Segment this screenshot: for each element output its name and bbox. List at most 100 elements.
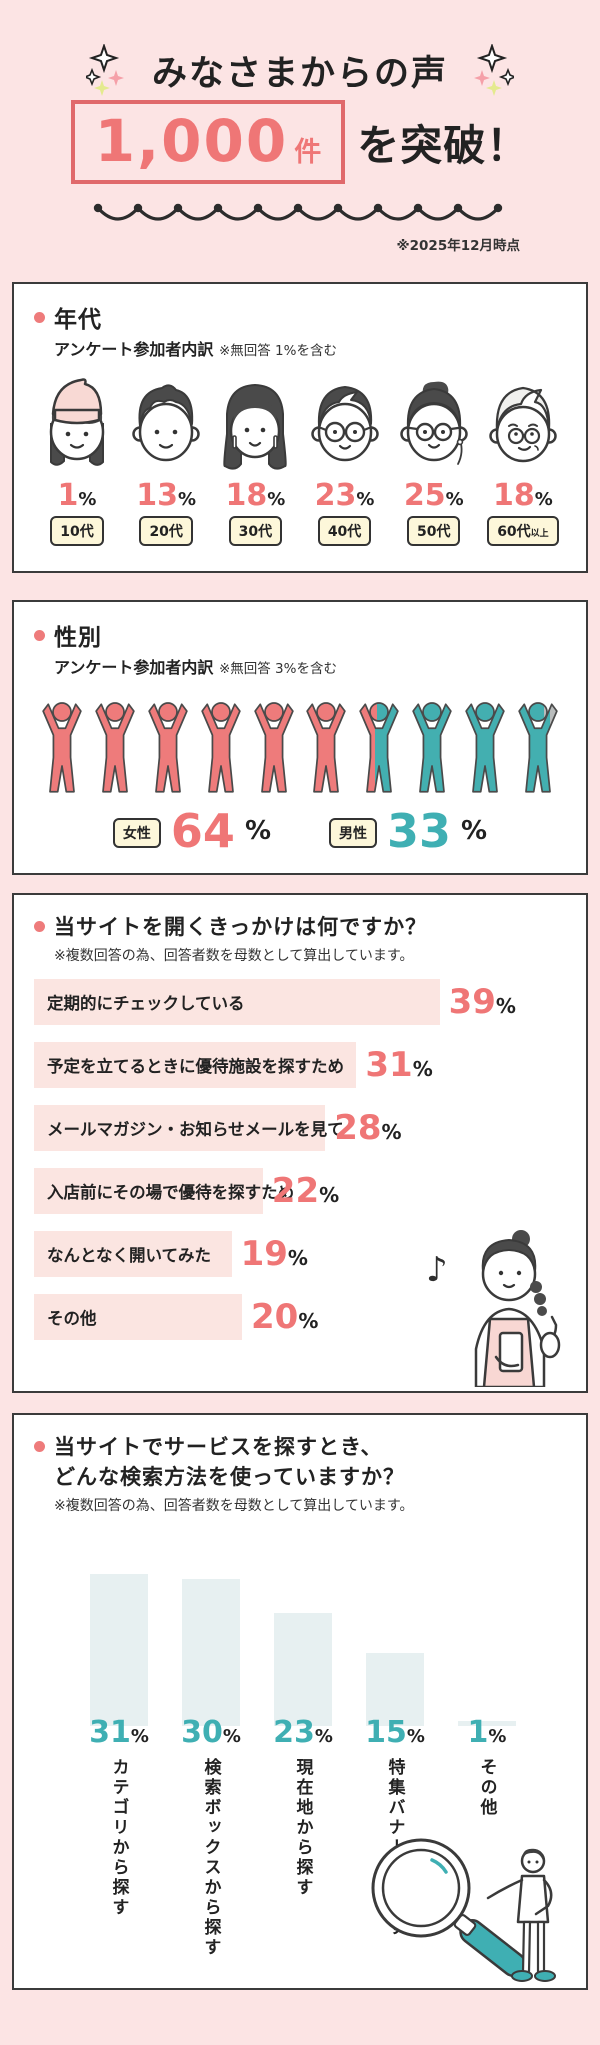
bar-value: 30% [181, 1715, 241, 1750]
person-figure-icon [42, 702, 82, 793]
bar-row: その他 20% [34, 1294, 566, 1340]
male-percent: 33 [387, 804, 452, 858]
sparkle-icon [462, 44, 514, 96]
wave-divider-icon [0, 200, 600, 234]
person-figure-icon [200, 702, 241, 793]
bar [366, 1652, 424, 1726]
age-label: 60代 以上 [487, 516, 559, 546]
gender-pictogram-row [34, 692, 566, 804]
female-label: 女性 [112, 817, 161, 848]
bar [182, 1579, 240, 1726]
search-section-card: 当サイトでサービスを探すとき、 どんな検索方法を使っていますか？ ※複数回答の為… [12, 1413, 588, 1990]
search-bar-chart [34, 1531, 566, 1726]
bar-value: 28% [334, 1108, 402, 1148]
bullet-dot-icon [34, 311, 45, 323]
bar: その他 [34, 1294, 242, 1340]
bar-value: 31% [89, 1715, 149, 1750]
bar-label: その他 [476, 1758, 497, 1818]
face-elderly-man-icon [483, 372, 563, 476]
page-title: みなさまからの声 [151, 53, 448, 94]
age-group-10s: 1% 10代 [34, 372, 120, 546]
age-note: ※無回答 1%を含む [218, 343, 337, 359]
bar-value: 19% [240, 1234, 308, 1274]
age-subtitle: アンケート参加者内訳 [54, 340, 214, 359]
bar [90, 1574, 148, 1726]
age-percent: 18% [493, 478, 553, 513]
bar-row: 入店前にその場で優待を探すため 22% [34, 1168, 566, 1214]
bar-label: 現在地から探す [292, 1758, 313, 1898]
gender-section-card: 性別 アンケート参加者内訳 ※無回答 3%を含む 女性 64 % [12, 600, 588, 875]
count-box: 1,000 件 [70, 100, 346, 184]
bar: 予定を立てるときに優待施設を探すため [34, 1042, 357, 1088]
bar: なんとなく開いてみた [34, 1231, 232, 1277]
gender-section-title: 性別 [54, 625, 102, 651]
age-label: 30代 [228, 516, 283, 546]
person-figure-icon [253, 702, 294, 793]
search-section-title-line1: 当サイトでサービスを探すとき、 [54, 1435, 383, 1459]
bullet-dot-icon [34, 1440, 45, 1452]
bar-label: カテゴリから探す [108, 1758, 129, 1918]
bar-value: 1% [467, 1715, 507, 1750]
header: みなさまからの声 [0, 44, 600, 96]
trigger-bar-chart: 定期的にチェックしている 39% 予定を立てるときに優待施設を探すため 31% … [34, 979, 566, 1340]
age-percent: 13% [136, 478, 197, 513]
age-label: 10代 [50, 516, 104, 546]
person-figure-split-icon [359, 702, 399, 793]
bar: 定期的にチェックしている [34, 979, 440, 1025]
bar-value: 15% [365, 1715, 425, 1750]
trigger-section-title: 当サイトを開くきっかけは何ですか？ [54, 915, 428, 939]
bar-value: 22% [271, 1171, 340, 1211]
age-group-40s: 23% 40代 [302, 372, 388, 546]
age-group-50s: 25% 50代 [391, 372, 477, 546]
count-unit: 件 [294, 137, 322, 168]
bar-value: 31% [365, 1045, 433, 1085]
magnifying-glass-person-illustration-icon [336, 1834, 582, 1986]
person-figure-icon [306, 702, 347, 793]
trigger-section-card: 当サイトを開くきっかけは何ですか？ ※複数回答の為、回答者数を母数として算出して… [12, 893, 588, 1393]
woman-with-phone-illustration-icon: ♪ [424, 1229, 576, 1389]
face-man-glasses-icon [305, 372, 385, 476]
count-suffix: を突破！ [357, 120, 530, 170]
search-note: ※複数回答の為、回答者数を母数として算出しています。 [54, 1498, 414, 1514]
age-label: 40代 [317, 516, 372, 546]
age-percent: 23% [314, 478, 375, 513]
bar-row: 定期的にチェックしている 39% [34, 979, 566, 1025]
gender-note: ※無回答 3%を含む [218, 661, 337, 677]
person-figure-icon [148, 702, 188, 793]
age-groups-row: 1% 10代 13% 20代 [34, 372, 566, 546]
person-figure-split-icon [518, 702, 558, 793]
date-note: ※2025年12月時点 [396, 238, 520, 254]
bar-row: 予定を立てるときに優待施設を探すため 31% [34, 1042, 566, 1088]
person-figure-icon [95, 702, 135, 793]
svg-text:♪: ♪ [426, 1250, 448, 1290]
age-percent: 18% [225, 478, 286, 513]
age-group-60s: 18% 60代 以上 [480, 372, 566, 546]
bar-value: 20% [251, 1297, 319, 1337]
trigger-note: ※複数回答の為、回答者数を母数として算出しています。 [54, 948, 414, 964]
person-figure-icon [465, 702, 505, 793]
bar-value: 39% [448, 982, 516, 1022]
bar-label: 検索ボックスから探す [200, 1758, 221, 1958]
count-banner: 1,000 件 を突破！ [0, 100, 600, 184]
sparkle-icon [85, 44, 138, 96]
bar: 入店前にその場で優待を探すため [34, 1168, 294, 1214]
age-group-30s: 18% 30代 [212, 372, 298, 546]
face-teen-girl-icon [37, 372, 117, 476]
age-label: 50代 [407, 516, 461, 546]
age-label: 20代 [139, 516, 193, 546]
face-woman-long-hair-icon [215, 372, 295, 476]
bar [274, 1613, 332, 1726]
female-percent: 64 [170, 804, 235, 858]
bar-row: メールマガジン・お知らせメールを見て 28% [34, 1105, 566, 1151]
age-percent: 25% [403, 478, 464, 513]
age-section-card: 年代 アンケート参加者内訳 ※無回答 1%を含む [12, 282, 588, 573]
age-section-title: 年代 [54, 307, 102, 333]
bar-row: なんとなく開いてみた 19% [34, 1231, 566, 1277]
bar-value: 23% [273, 1715, 333, 1750]
face-young-man-icon [126, 372, 206, 476]
bar [458, 1721, 516, 1726]
age-group-20s: 13% 20代 [123, 372, 209, 546]
person-figure-icon [412, 702, 452, 793]
bullet-dot-icon [34, 920, 45, 932]
